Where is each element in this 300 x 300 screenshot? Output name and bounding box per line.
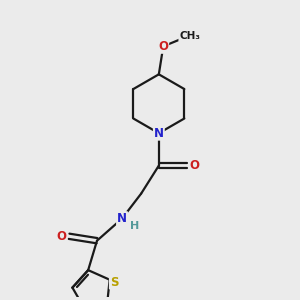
Text: CH₃: CH₃ (179, 31, 200, 41)
Text: H: H (130, 221, 139, 231)
Text: O: O (158, 40, 168, 53)
Text: O: O (189, 159, 199, 172)
Text: N: N (117, 212, 127, 225)
Text: O: O (57, 230, 67, 243)
Text: N: N (154, 127, 164, 140)
Text: S: S (110, 276, 118, 289)
